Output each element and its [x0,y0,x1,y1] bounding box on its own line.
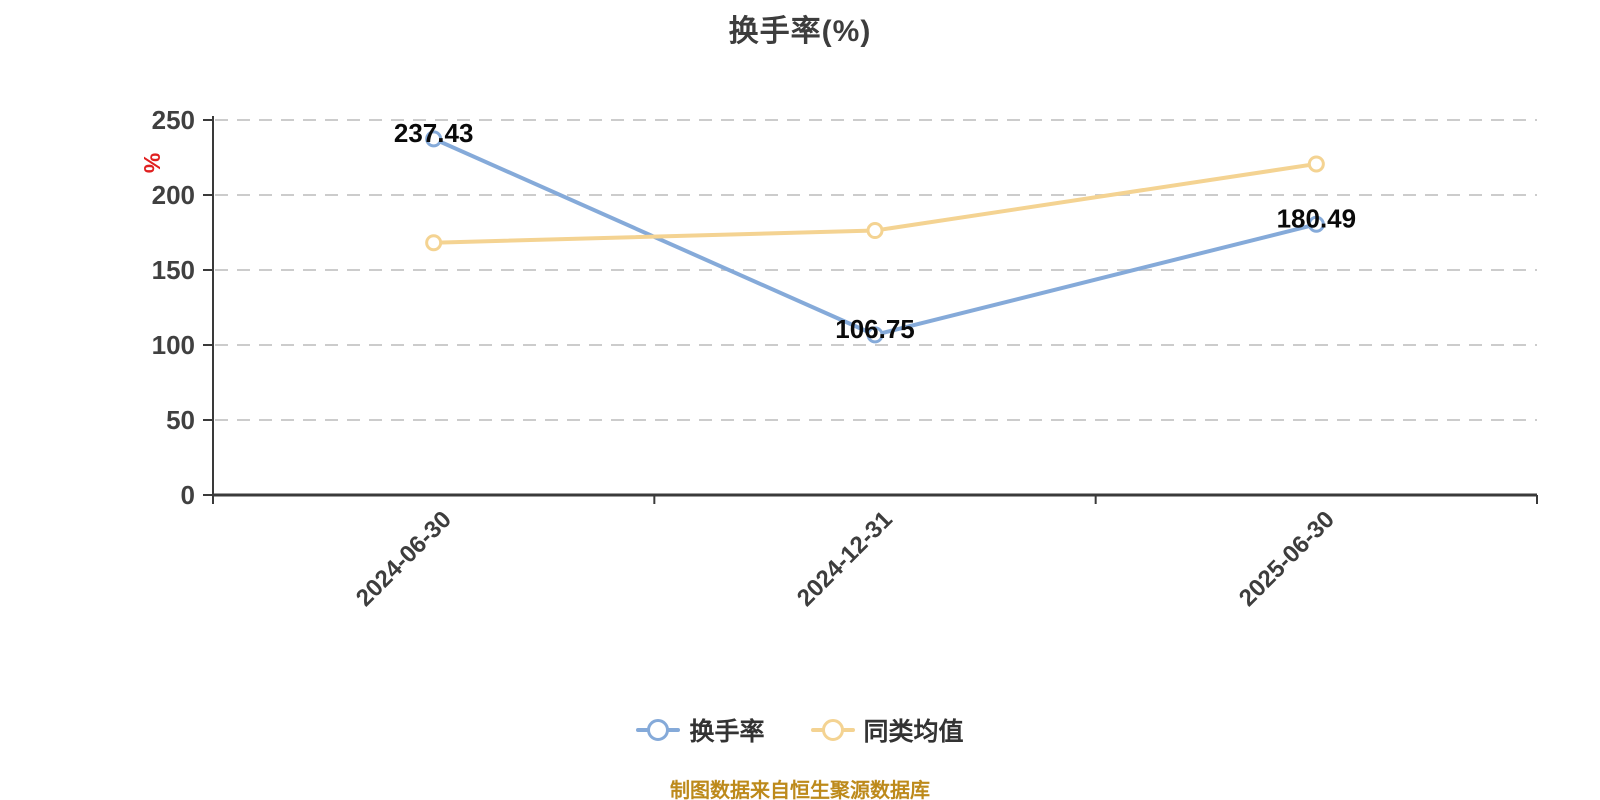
legend-marker-category-average-icon [810,719,855,741]
data-point-1-2 [1307,155,1325,173]
legend: 换手率 同类均值 [0,712,1600,748]
legend-label-turnover: 换手率 [689,718,765,746]
legend-item-category-average[interactable]: 同类均值 [810,712,964,748]
data-point-0-0 [425,130,443,148]
data-point-0-1 [866,326,884,344]
y-tick-label-150: 150 [152,255,195,285]
chart-title: 换手率(%) [728,15,872,48]
legend-label-category-average: 同类均值 [863,718,964,746]
data-label-0-2: 180.49 [1277,203,1357,233]
data-source-note: 制图数据来自恒生聚源数据库 [670,780,930,800]
y-tick-label-50: 50 [166,405,195,435]
data-label-0-0: 237.43 [394,118,474,148]
y-tick-label-250: 250 [152,105,195,135]
data-point-1-0 [425,234,443,252]
data-label-0-1: 106.75 [835,314,915,344]
y-tick-label-100: 100 [152,330,195,360]
y-tick-label-0: 0 [181,480,195,510]
legend-item-turnover[interactable]: 换手率 [636,712,765,748]
y-tick-label-200: 200 [152,180,195,210]
data-point-0-2 [1307,215,1325,233]
legend-marker-turnover-icon [636,719,681,741]
data-point-1-1 [866,222,884,240]
y-axis-unit-label: % [139,153,165,173]
